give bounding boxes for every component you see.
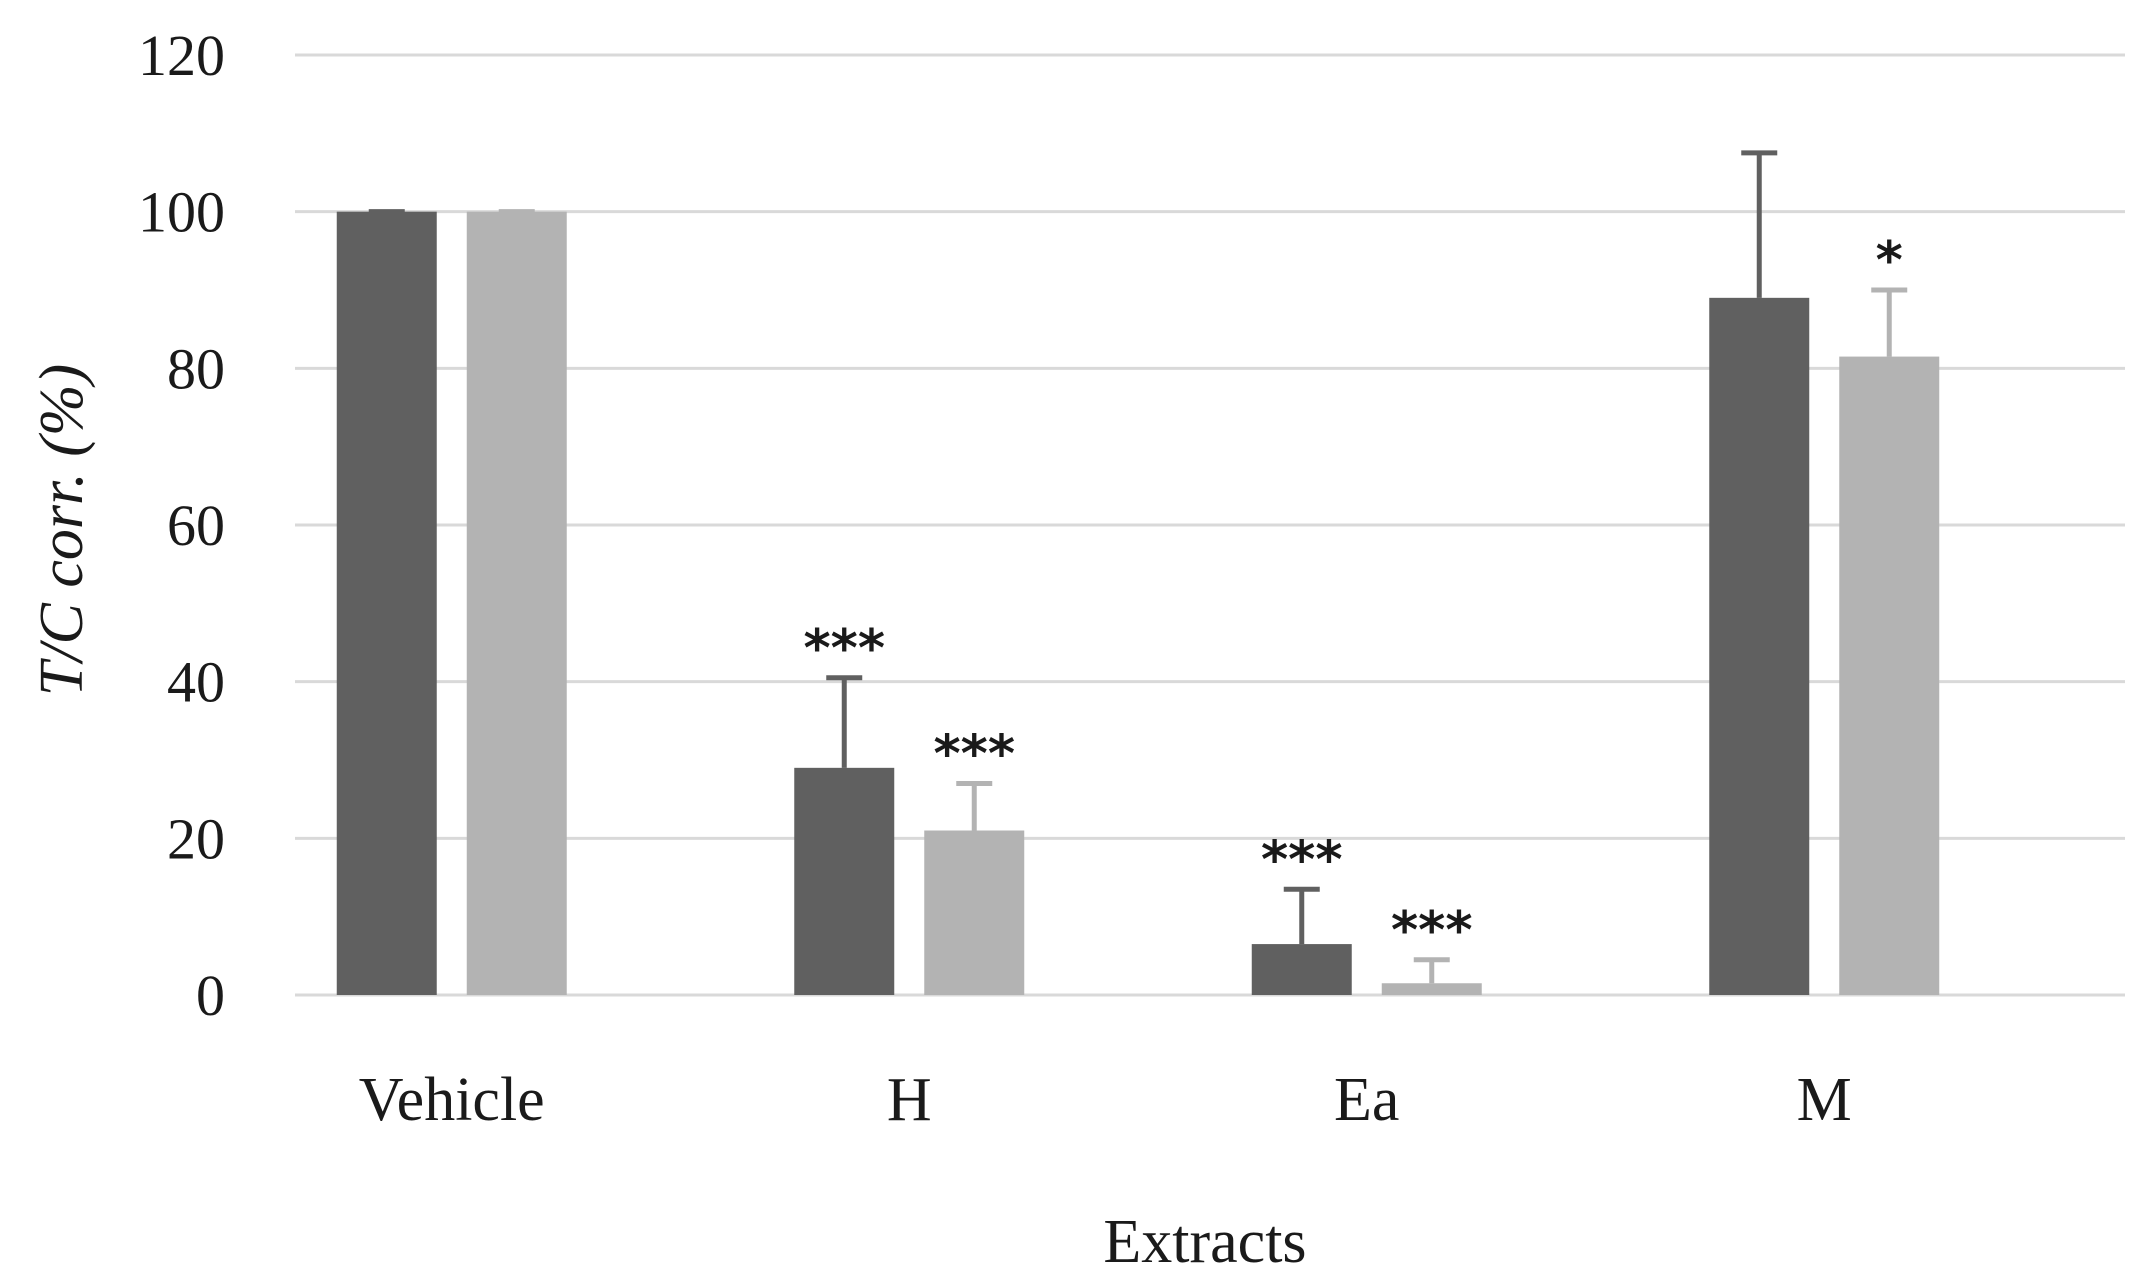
x-axis-title: Extracts bbox=[1103, 1208, 1306, 1276]
x-category-label: Vehicle bbox=[359, 1066, 545, 1134]
significance-marker: *** bbox=[1261, 830, 1343, 890]
y-tick-label: 20 bbox=[167, 806, 225, 871]
bars bbox=[336, 211, 1940, 995]
significance-marker: *** bbox=[803, 619, 885, 679]
significance-labels: ************* bbox=[803, 231, 1902, 961]
bar bbox=[1251, 944, 1352, 995]
y-tick-label: 120 bbox=[138, 23, 225, 88]
bar bbox=[924, 830, 1025, 995]
y-tick-labels: 0 20 40 60 80 100 120 bbox=[138, 23, 225, 1028]
significance-marker: *** bbox=[1391, 901, 1473, 961]
x-category-label: H bbox=[887, 1066, 932, 1134]
bar bbox=[466, 211, 567, 995]
bar bbox=[1839, 356, 1940, 995]
x-category-label: M bbox=[1797, 1066, 1852, 1134]
bar bbox=[1709, 297, 1810, 995]
x-category-labels: Vehicle H Ea M bbox=[359, 1066, 1852, 1134]
significance-marker: * bbox=[1876, 231, 1903, 291]
x-category-label: Ea bbox=[1334, 1066, 1399, 1134]
significance-marker: *** bbox=[933, 725, 1015, 785]
y-tick-label: 80 bbox=[167, 336, 225, 401]
y-axis-title: T/C corr. (%) bbox=[28, 364, 96, 696]
bar bbox=[794, 767, 895, 995]
bar bbox=[336, 211, 437, 995]
y-tick-label: 100 bbox=[138, 180, 225, 245]
y-tick-label: 40 bbox=[167, 650, 225, 715]
gridlines bbox=[295, 53, 2125, 997]
y-tick-label: 60 bbox=[167, 493, 225, 558]
error-bars bbox=[368, 150, 1908, 984]
bar bbox=[1381, 983, 1482, 995]
y-tick-label: 0 bbox=[196, 963, 225, 1028]
